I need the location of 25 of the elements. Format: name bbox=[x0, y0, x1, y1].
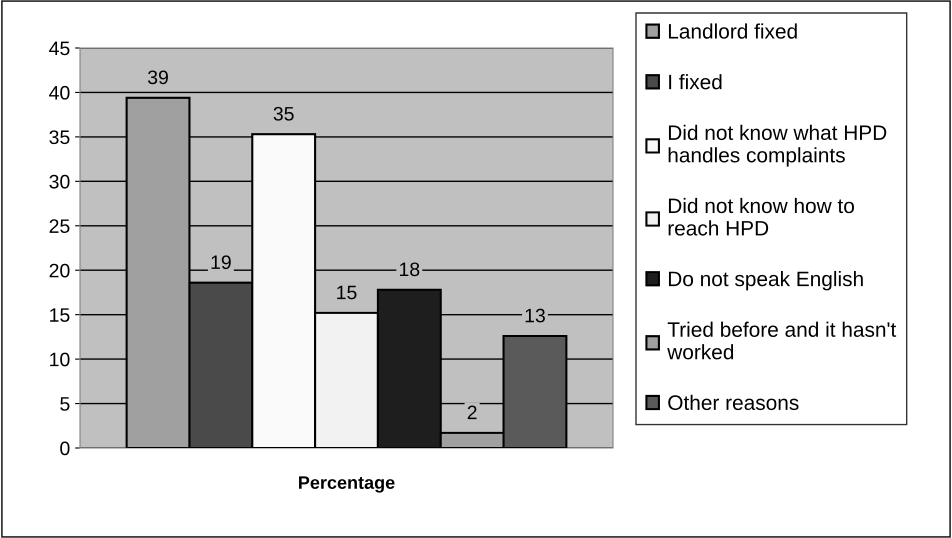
y-tick-label: 40 bbox=[49, 86, 70, 100]
data-label: 15 bbox=[337, 286, 356, 300]
legend-label: Do not speak English bbox=[668, 270, 863, 290]
legend-label: I fixed bbox=[669, 74, 722, 90]
y-tick-label: 15 bbox=[50, 308, 70, 322]
y-tick-label: 5 bbox=[60, 397, 70, 411]
legend-label: Did not know what HPD handles complaints bbox=[668, 124, 886, 167]
y-tick-label: 10 bbox=[50, 352, 70, 366]
y-tick-label: 45 bbox=[49, 42, 70, 56]
data-label: 18 bbox=[400, 262, 420, 276]
y-tick-label: 35 bbox=[49, 130, 70, 144]
y-tick-label: 30 bbox=[49, 174, 70, 189]
legend-label: Other reasons bbox=[668, 394, 799, 410]
legend-label: Landlord fixed bbox=[668, 23, 797, 39]
x-tick-label: Percentage bbox=[299, 476, 395, 493]
data-label: 13 bbox=[526, 308, 545, 322]
legend-label: Did not know how to reach HPD bbox=[668, 198, 854, 236]
legend-label: Tried before and it hasn't worked bbox=[667, 322, 896, 360]
data-label: 19 bbox=[212, 255, 231, 270]
data-label: 39 bbox=[148, 70, 168, 84]
data-label: 35 bbox=[274, 106, 294, 121]
y-tick-label: 20 bbox=[50, 264, 70, 278]
y-tick-label: 0 bbox=[60, 441, 70, 456]
y-tick-label: 25 bbox=[50, 219, 70, 234]
data-label: 2 bbox=[468, 406, 477, 420]
